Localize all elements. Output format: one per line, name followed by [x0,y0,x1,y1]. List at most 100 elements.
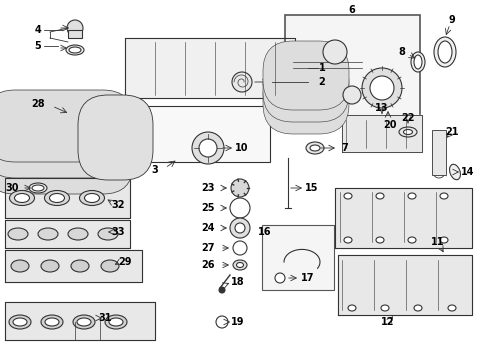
Text: 17: 17 [301,273,314,283]
FancyBboxPatch shape [263,65,348,134]
Ellipse shape [307,57,321,63]
Ellipse shape [343,193,351,199]
Circle shape [323,40,346,64]
Text: 24: 24 [201,223,214,233]
Ellipse shape [9,315,31,329]
Polygon shape [10,112,112,168]
Ellipse shape [32,185,44,191]
Ellipse shape [447,305,455,311]
Ellipse shape [69,47,81,53]
Polygon shape [125,38,294,98]
Text: 10: 10 [235,143,248,153]
Ellipse shape [44,190,69,206]
Ellipse shape [73,315,95,329]
FancyBboxPatch shape [285,15,419,125]
Ellipse shape [15,194,29,202]
Circle shape [229,198,249,218]
Circle shape [342,86,360,104]
Ellipse shape [9,190,35,206]
Ellipse shape [80,190,104,206]
Ellipse shape [375,237,383,243]
Circle shape [230,179,248,197]
Circle shape [229,218,249,238]
Text: 29: 29 [118,257,131,267]
Polygon shape [337,255,471,315]
Text: 6: 6 [348,5,355,15]
Ellipse shape [433,37,455,67]
Ellipse shape [439,193,447,199]
Ellipse shape [71,260,89,272]
Polygon shape [341,115,421,152]
Ellipse shape [66,45,84,55]
Ellipse shape [439,237,447,243]
Ellipse shape [380,305,388,311]
FancyBboxPatch shape [68,30,82,38]
Ellipse shape [448,164,460,180]
Text: 30: 30 [5,183,19,193]
Ellipse shape [105,315,127,329]
Polygon shape [334,188,471,248]
Circle shape [369,76,393,100]
Text: 12: 12 [381,317,394,327]
Text: 13: 13 [374,103,388,113]
Ellipse shape [29,183,47,193]
Polygon shape [5,302,155,340]
Ellipse shape [307,81,321,87]
FancyBboxPatch shape [292,66,320,108]
Ellipse shape [437,41,451,63]
FancyBboxPatch shape [431,130,445,175]
FancyBboxPatch shape [78,95,153,180]
Ellipse shape [347,305,355,311]
Text: 2: 2 [318,77,325,87]
Text: 1: 1 [318,63,325,73]
Circle shape [361,68,401,108]
Ellipse shape [307,68,321,76]
Text: 28: 28 [31,99,45,109]
Ellipse shape [98,228,118,240]
Text: 11: 11 [430,237,444,247]
Text: 21: 21 [445,127,458,137]
Text: 7: 7 [341,143,347,153]
Text: 26: 26 [201,260,214,270]
Ellipse shape [232,260,246,270]
Ellipse shape [305,142,324,154]
Circle shape [274,273,285,283]
FancyBboxPatch shape [263,41,348,110]
Ellipse shape [109,318,123,326]
Ellipse shape [407,193,415,199]
Ellipse shape [407,237,415,243]
Ellipse shape [45,318,59,326]
Ellipse shape [413,55,421,69]
Text: 25: 25 [201,203,214,213]
Polygon shape [291,32,361,118]
FancyBboxPatch shape [0,106,133,178]
Circle shape [231,72,251,92]
Text: 32: 32 [111,200,124,210]
Text: 5: 5 [35,41,41,51]
Ellipse shape [11,260,29,272]
Text: 15: 15 [305,183,318,193]
Ellipse shape [236,262,243,267]
Ellipse shape [77,318,91,326]
Ellipse shape [8,228,28,240]
Ellipse shape [413,305,421,311]
Ellipse shape [343,237,351,243]
Text: 31: 31 [98,313,112,323]
Text: 18: 18 [231,277,244,287]
FancyBboxPatch shape [262,225,333,290]
Circle shape [192,132,224,164]
FancyBboxPatch shape [0,90,133,162]
Ellipse shape [307,93,321,99]
Text: 4: 4 [35,25,41,35]
Ellipse shape [13,318,27,326]
Circle shape [235,223,244,233]
Text: 20: 20 [383,120,396,130]
Ellipse shape [307,104,321,112]
Text: 14: 14 [460,167,474,177]
Ellipse shape [41,260,59,272]
FancyBboxPatch shape [136,106,269,162]
Ellipse shape [410,52,424,72]
Text: 19: 19 [231,317,244,327]
Text: 16: 16 [258,227,271,237]
Ellipse shape [49,194,64,202]
